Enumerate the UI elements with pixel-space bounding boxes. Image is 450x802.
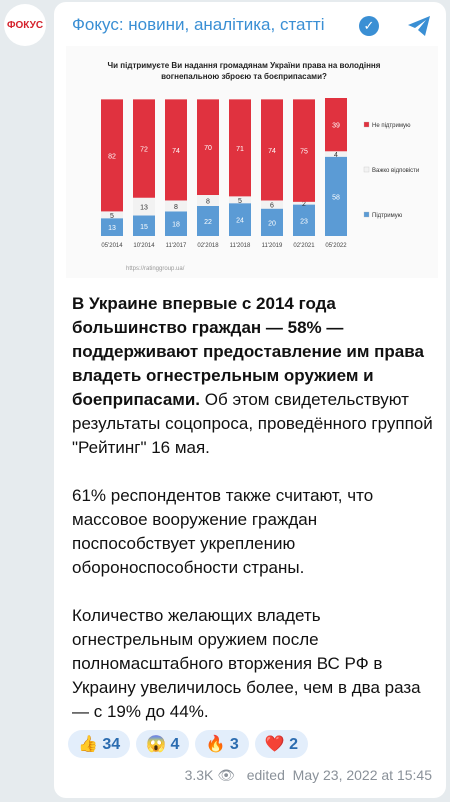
bar-segment <box>229 99 251 197</box>
paragraph: В Украине впервые с 2014 года большинств… <box>72 292 434 460</box>
value-label: 13 <box>108 225 116 232</box>
value-label: 70 <box>204 145 212 152</box>
bar-segment <box>165 211 187 236</box>
reaction[interactable]: 🔥 3 <box>195 730 249 758</box>
chart-source: https://ratinggroup.ua/ <box>126 266 185 272</box>
value-label: 15 <box>140 224 148 231</box>
value-label: 23 <box>300 218 308 225</box>
paragraph: Количество желающих владеть огнестрельны… <box>72 604 434 724</box>
value-label: 71 <box>236 146 244 153</box>
value-label: 82 <box>108 153 116 160</box>
reaction-count: 3 <box>229 736 239 753</box>
bar-segment <box>229 196 251 204</box>
value-label: 8 <box>206 198 210 205</box>
text: Об этом свидетельствуют результаты соцоп… <box>72 390 433 457</box>
x-tick-label: 02'2018 <box>197 243 219 249</box>
legend-label: Важко відповісти <box>372 168 419 174</box>
bar-segment <box>261 99 283 201</box>
value-label: 39 <box>332 123 340 130</box>
bar-segment <box>165 99 187 201</box>
x-tick-label: 11'2017 <box>166 243 187 249</box>
value-label: 74 <box>172 148 180 155</box>
chart-title: Чи підтримуєте Ви надання громадянам Укр… <box>108 61 381 81</box>
paragraph: 61% респондентов также считают, что масс… <box>72 484 434 580</box>
reaction[interactable]: 😱 4 <box>136 730 190 758</box>
value-label: 8 <box>174 204 178 211</box>
bar-segment <box>261 208 283 236</box>
legend-label: Підтримую <box>372 213 403 219</box>
legend-swatch <box>363 121 370 128</box>
message: Фокус: новини, аналітика, статті ✓ Чи пі… <box>54 2 446 798</box>
value-label: 13 <box>140 205 148 212</box>
reaction-emoji: 😱 <box>146 736 167 753</box>
bar-segment <box>133 197 155 216</box>
value-label: 75 <box>300 149 308 156</box>
value-label: 4 <box>334 152 338 159</box>
reaction[interactable]: ❤️ 2 <box>254 730 309 758</box>
x-tick-label: 10'2014 <box>133 243 155 249</box>
reaction[interactable]: 👍 34 <box>68 730 131 758</box>
value-label: 5 <box>110 213 114 220</box>
bar-segment <box>293 99 315 202</box>
value-label: 24 <box>236 218 244 225</box>
bar-segment <box>101 211 123 219</box>
channel-avatar[interactable]: ФОКУС <box>4 4 46 46</box>
reaction-emoji: 🔥 <box>205 736 226 753</box>
value-label: 18 <box>172 222 180 229</box>
bar-segment <box>197 99 219 196</box>
bar-segment <box>325 156 347 236</box>
bar-segment <box>293 201 315 205</box>
chart-background <box>66 46 438 278</box>
legend-swatch <box>363 211 370 218</box>
x-tick-label: 02'2021 <box>293 243 315 249</box>
post-text: В Украине впервые с 2014 года большинств… <box>72 292 434 748</box>
bar-segment <box>293 204 315 236</box>
bar-segment <box>165 200 187 212</box>
x-tick-label: 05'2022 <box>325 243 347 249</box>
date: May 23, 2022 at 15:45 <box>292 767 432 783</box>
value-label: 58 <box>332 194 340 201</box>
bar-segment <box>133 99 155 198</box>
verified-badge: ✓ <box>359 16 379 36</box>
text: 61% респондентов также считают, что масс… <box>72 486 374 577</box>
value-label: 6 <box>270 203 274 210</box>
channel-name[interactable]: Фокус: новини, аналітика, статті <box>72 15 325 34</box>
bar-segment <box>197 195 219 206</box>
legend-label: Не підтримую <box>372 123 411 129</box>
bar-segment <box>101 218 123 236</box>
value-label: 2 <box>302 201 306 208</box>
reaction-count: 34 <box>102 736 121 753</box>
x-tick-label: 05'2014 <box>101 243 123 249</box>
x-tick-label: 11'2019 <box>262 243 283 249</box>
chart: Чи підтримуєте Ви надання громадянам Укр… <box>66 46 438 278</box>
bar-segment <box>229 203 251 236</box>
bar-segment <box>261 200 283 209</box>
bold-text: В Украине впервые с 2014 года большинств… <box>72 294 424 409</box>
reaction-count: 2 <box>289 736 299 753</box>
value-label: 74 <box>268 148 276 155</box>
bar-segment <box>325 98 347 152</box>
reaction-emoji: ❤️ <box>264 736 285 753</box>
bar-segment <box>325 151 347 157</box>
bar-segment <box>133 215 155 236</box>
reactions: 👍 34 😱 4 🔥 3 ❤️ 2 <box>68 730 309 758</box>
value-label: 20 <box>268 220 276 227</box>
legend-swatch <box>363 166 370 173</box>
text: Количество желающих владеть огнестрельны… <box>72 606 421 721</box>
post-footer: 3.3K 👁 edited May 23, 2022 at 15:45 <box>184 767 432 783</box>
reaction-emoji: 👍 <box>78 736 98 753</box>
value-label: 22 <box>204 219 212 226</box>
value-label: 72 <box>140 147 148 154</box>
share-icon[interactable] <box>406 14 432 38</box>
value-label: 5 <box>238 198 242 205</box>
reaction-count: 4 <box>170 736 180 753</box>
x-tick-label: 11'2018 <box>230 243 251 249</box>
bar-segment <box>101 99 123 212</box>
edited: edited <box>246 767 285 783</box>
views: 3.3K <box>184 767 214 783</box>
bar-segment <box>197 205 219 236</box>
